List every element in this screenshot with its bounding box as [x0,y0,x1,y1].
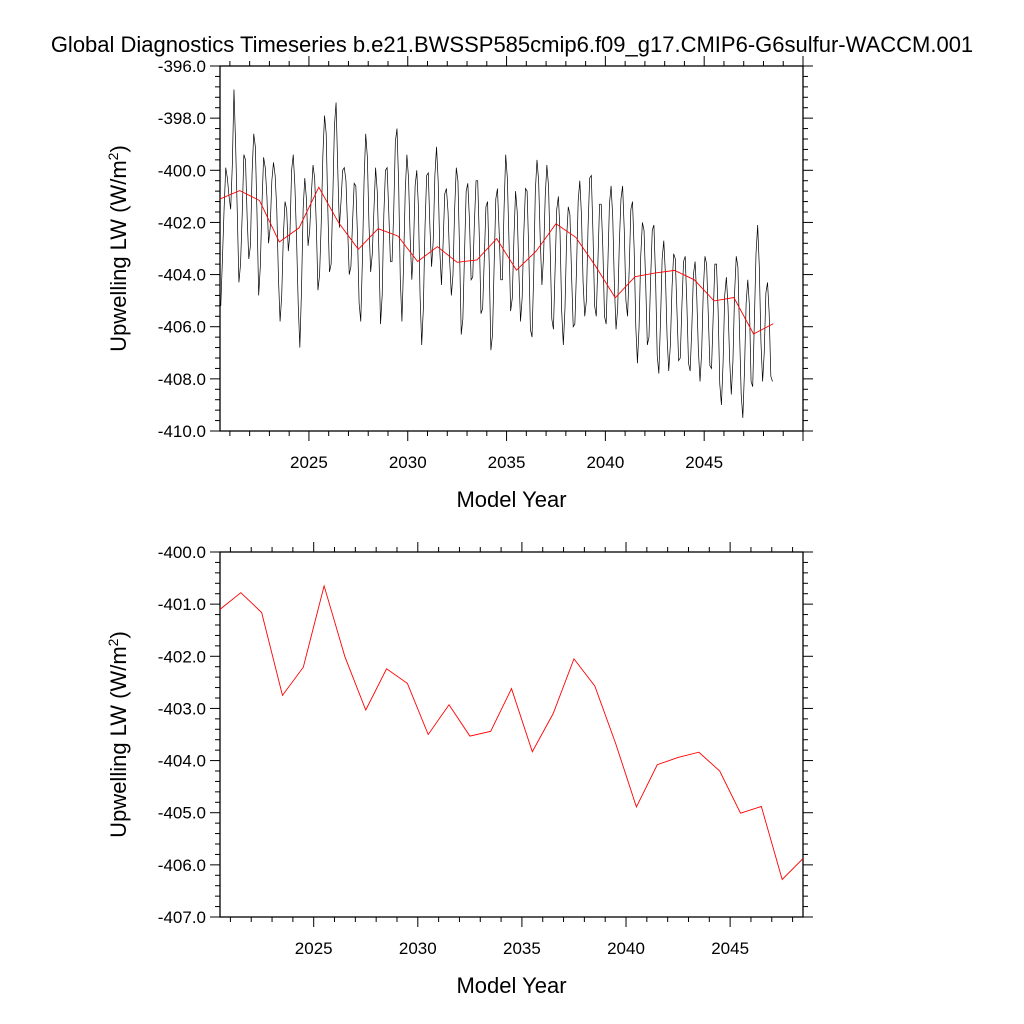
x-tick-label: 2040 [586,453,624,472]
x-tick-label: 2035 [503,939,541,958]
x-tick-label: 2025 [295,939,333,958]
x-tick-label: 2030 [399,939,437,958]
y-axis-label: Upwelling LW (W/m2) [105,631,131,838]
y-tick-label: -400.0 [158,543,206,562]
x-tick-label: 2045 [685,453,723,472]
x-tick-label: 2030 [389,453,427,472]
y-tick-label: -404.0 [158,752,206,771]
y-tick-label: -408.0 [158,370,206,389]
monthly-series-line [220,89,773,418]
y-tick-label: -406.0 [158,318,206,337]
y-tick-label: -405.0 [158,804,206,823]
annual-mean-series-line [220,186,774,335]
y-tick-label: -404.0 [158,266,206,285]
x-tick-label: 2035 [488,453,526,472]
y-tick-label: -400.0 [158,161,206,180]
y-tick-label: -407.0 [158,908,206,927]
x-axis-label: Model Year [456,487,566,512]
figure-title: Global Diagnostics Timeseries b.e21.BWSS… [51,32,973,57]
y-tick-label: -406.0 [158,856,206,875]
bottom-panel: 2025 2030 2035 2040 2045 -400.0 -401.0 -402.0 -4… [105,542,813,998]
y-axis-label: Upwelling LW (W/m2) [105,145,131,352]
y-tick-label: -403.0 [158,699,206,718]
plot-frame [219,551,804,918]
x-axis-label: Model Year [456,973,566,998]
annual-mean-series-line [220,584,803,881]
y-tick-label: -410.0 [158,422,206,441]
y-tick-label: -402.0 [158,647,206,666]
y-tick-label: -401.0 [158,595,206,614]
x-tick-label: 2025 [290,453,328,472]
y-tick-label: -402.0 [158,213,206,232]
y-tick-label: -396.0 [158,57,206,76]
plot-frame [219,65,804,432]
y-tick-label: -398.0 [158,109,206,128]
x-tick-label: 2045 [711,939,749,958]
top-panel: 2025 2030 2035 2040 2045 -396.0 -398.0 -400.0 -4… [105,56,813,512]
x-tick-label: 2040 [607,939,645,958]
